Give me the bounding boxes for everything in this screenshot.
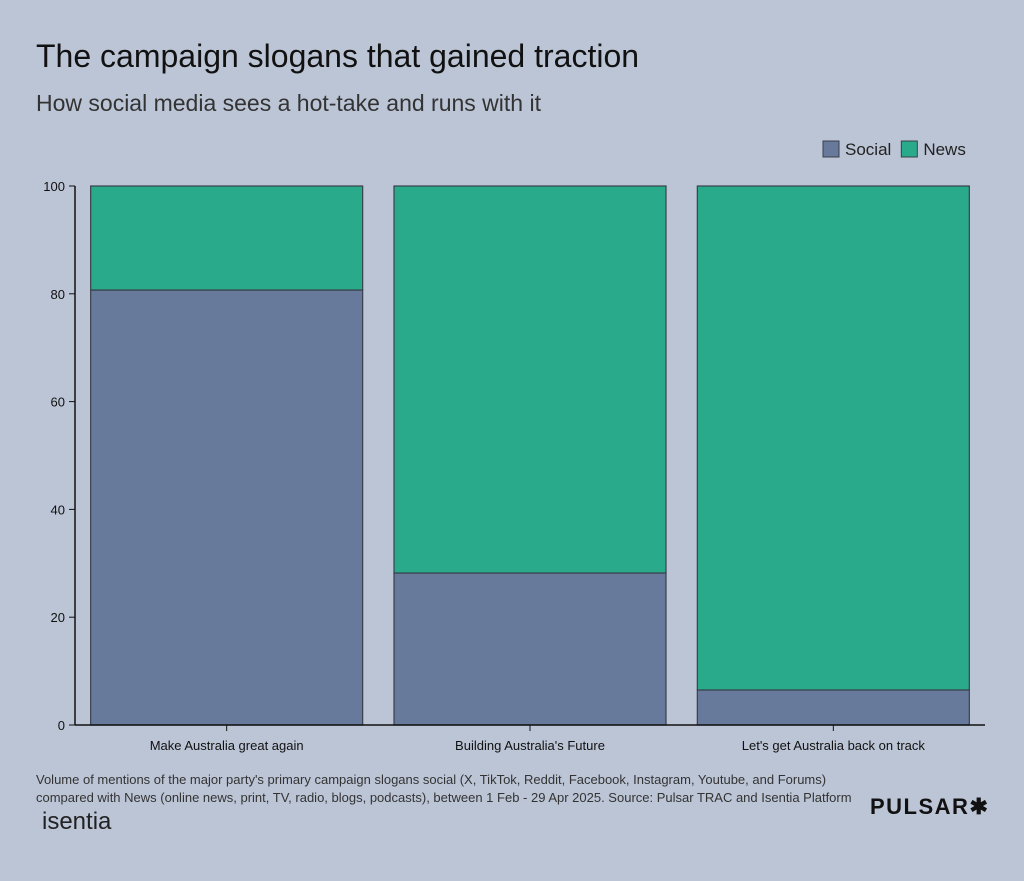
bar-news [90,185,364,291]
y-tick-label: 20 [51,610,65,625]
chart-subtitle: How social media sees a hot-take and run… [36,90,541,116]
y-tick-label: 40 [51,502,65,517]
chart-title: The campaign slogans that gained tractio… [36,38,640,74]
x-tick-label: Building Australia's Future [455,738,605,753]
footnote: Volume of mentions of the major party's … [36,772,852,805]
x-tick-label: Make Australia great again [150,738,304,753]
y-tick-label: 80 [51,287,65,302]
bar-news [393,185,667,574]
bar-social [393,572,667,726]
legend-label-news: News [923,140,966,159]
pulsar-logo: PULSAR✱ [870,794,990,819]
bar-social [696,689,970,726]
y-tick-label: 60 [51,395,65,410]
x-tick-label: Let's get Australia back on track [742,738,926,753]
isentia-logo: isentia [42,808,112,835]
bar-news [696,185,970,691]
legend-label-social: Social [845,140,891,159]
y-tick-label: 0 [58,718,65,733]
y-tick-label: 100 [43,179,65,194]
legend-swatch-news [900,140,918,158]
legend-swatch-social [822,140,840,158]
bar-social [90,289,364,726]
